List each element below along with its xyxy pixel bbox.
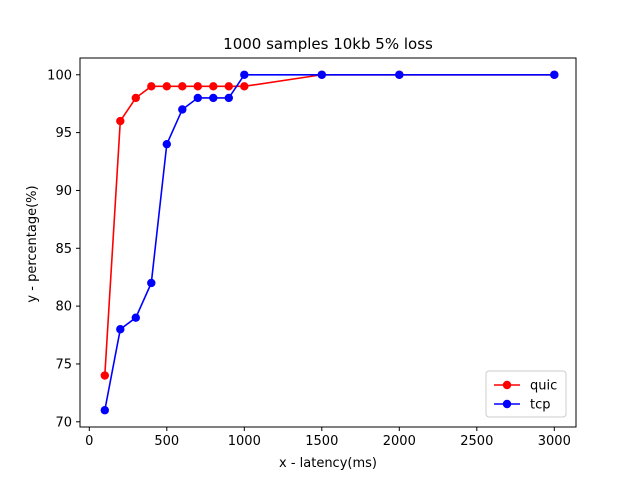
legend-label-quic: quic — [530, 379, 557, 394]
series-line-quic — [104, 73, 555, 376]
data-point-tcp — [147, 278, 156, 288]
x-axis-label: x - latency(ms) — [279, 456, 377, 471]
legend-swatch-marker-quic — [502, 380, 512, 390]
series-line-tcp — [104, 73, 555, 411]
data-point-tcp — [317, 70, 326, 79]
data-point-quic — [116, 116, 125, 126]
data-point-quic — [224, 82, 233, 91]
x-tick-label: 0 — [85, 434, 93, 449]
y-axis-label: y - percentage(%) — [25, 185, 40, 302]
y-tick-label: 100 — [47, 68, 72, 83]
data-point-quic — [147, 82, 156, 91]
data-point-tcp — [550, 70, 559, 79]
chart-title: 1000 samples 10kb 5% loss — [223, 35, 433, 53]
y-tick-label: 85 — [55, 242, 72, 257]
x-tick-label: 3000 — [538, 434, 571, 449]
data-point-tcp — [116, 325, 125, 334]
data-point-tcp — [240, 70, 249, 79]
x-tick-label: 2500 — [460, 434, 493, 449]
data-point-quic — [240, 82, 249, 91]
y-tick-label: 75 — [55, 357, 72, 372]
data-point-tcp — [131, 313, 140, 322]
data-point-tcp — [162, 139, 171, 149]
data-point-quic — [178, 82, 187, 91]
data-point-tcp — [193, 93, 202, 103]
y-tick-label: 95 — [55, 126, 72, 141]
data-point-tcp — [395, 70, 404, 79]
y-tick-label: 90 — [55, 184, 72, 199]
x-tick-label: 500 — [154, 434, 179, 449]
data-point-quic — [209, 82, 218, 91]
data-point-quic — [193, 82, 202, 91]
legend-label-tcp: tcp — [530, 398, 551, 413]
x-tick-label: 2000 — [383, 434, 416, 449]
x-tick-label: 1000 — [228, 434, 261, 449]
y-tick-label: 70 — [55, 415, 72, 430]
legend-swatch-marker-tcp — [502, 399, 512, 409]
x-tick-label: 1500 — [305, 434, 338, 449]
data-point-quic — [131, 93, 140, 103]
data-point-quic — [100, 371, 110, 380]
data-point-tcp — [224, 93, 233, 103]
data-point-tcp — [100, 406, 110, 415]
data-point-tcp — [209, 93, 218, 103]
legend: quic tcp — [485, 370, 567, 418]
y-tick-label: 80 — [55, 300, 72, 315]
data-point-tcp — [178, 105, 187, 114]
axes-frame — [79, 57, 577, 428]
data-point-quic — [162, 82, 171, 91]
plot-area: 0 500 1000 1500 2000 2500 3000 70 75 80 85 90 95 100 — [47, 57, 577, 449]
